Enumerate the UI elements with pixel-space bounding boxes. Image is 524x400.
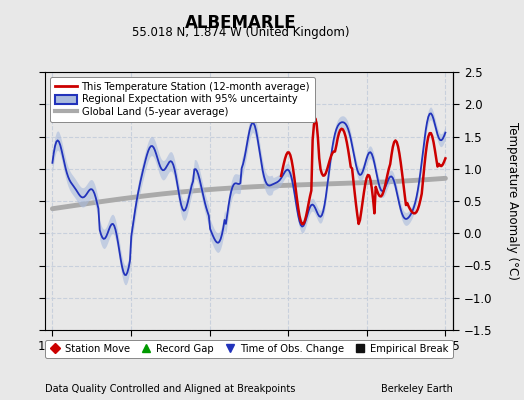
- Y-axis label: Temperature Anomaly (°C): Temperature Anomaly (°C): [506, 122, 519, 280]
- Text: Berkeley Earth: Berkeley Earth: [381, 384, 453, 394]
- Text: 55.018 N, 1.874 W (United Kingdom): 55.018 N, 1.874 W (United Kingdom): [132, 26, 350, 39]
- Text: ALBEMARLE: ALBEMARLE: [185, 14, 297, 32]
- Text: Data Quality Controlled and Aligned at Breakpoints: Data Quality Controlled and Aligned at B…: [45, 384, 295, 394]
- Legend: Station Move, Record Gap, Time of Obs. Change, Empirical Break: Station Move, Record Gap, Time of Obs. C…: [45, 340, 453, 358]
- Legend: This Temperature Station (12-month average), Regional Expectation with 95% uncer: This Temperature Station (12-month avera…: [50, 77, 315, 122]
